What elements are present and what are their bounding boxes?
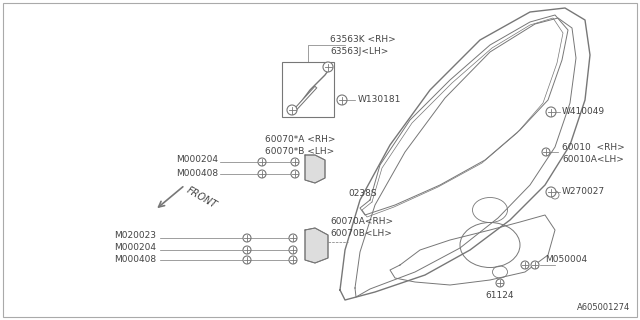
Polygon shape	[305, 228, 328, 263]
Text: 63563J<LH>: 63563J<LH>	[330, 47, 388, 57]
Text: 60070*B <LH>: 60070*B <LH>	[265, 148, 334, 156]
Circle shape	[546, 187, 556, 197]
Circle shape	[287, 105, 297, 115]
Text: 60070B<LH>: 60070B<LH>	[330, 229, 392, 238]
Text: M000408: M000408	[114, 255, 156, 265]
Text: M050004: M050004	[545, 255, 587, 265]
Circle shape	[291, 158, 299, 166]
Text: W130181: W130181	[358, 95, 401, 105]
Circle shape	[258, 170, 266, 178]
Circle shape	[258, 158, 266, 166]
Text: 60010  <RH>: 60010 <RH>	[562, 143, 625, 153]
Circle shape	[531, 261, 539, 269]
Circle shape	[243, 246, 251, 254]
Circle shape	[243, 234, 251, 242]
Circle shape	[291, 170, 299, 178]
Text: W410049: W410049	[562, 108, 605, 116]
Text: 60010A<LH>: 60010A<LH>	[562, 156, 624, 164]
Bar	[282, 62, 334, 117]
Polygon shape	[305, 155, 325, 183]
Circle shape	[289, 234, 297, 242]
Text: M000204: M000204	[176, 156, 218, 164]
Text: A605001274: A605001274	[577, 303, 630, 312]
Circle shape	[542, 148, 550, 156]
Circle shape	[323, 62, 333, 72]
Text: 63563K <RH>: 63563K <RH>	[330, 36, 396, 44]
Circle shape	[496, 279, 504, 287]
Circle shape	[289, 256, 297, 264]
Text: M000204: M000204	[114, 244, 156, 252]
Text: 0238S: 0238S	[348, 189, 376, 198]
Text: W270027: W270027	[562, 188, 605, 196]
Circle shape	[243, 256, 251, 264]
Circle shape	[521, 261, 529, 269]
Circle shape	[546, 107, 556, 117]
Text: 61124: 61124	[486, 292, 515, 300]
Text: 60070*A <RH>: 60070*A <RH>	[265, 135, 335, 145]
Text: M000408: M000408	[176, 170, 218, 179]
Text: FRONT: FRONT	[185, 185, 219, 211]
Circle shape	[337, 95, 347, 105]
Text: M020023: M020023	[114, 231, 156, 241]
Circle shape	[289, 246, 297, 254]
Text: 60070A<RH>: 60070A<RH>	[330, 218, 393, 227]
